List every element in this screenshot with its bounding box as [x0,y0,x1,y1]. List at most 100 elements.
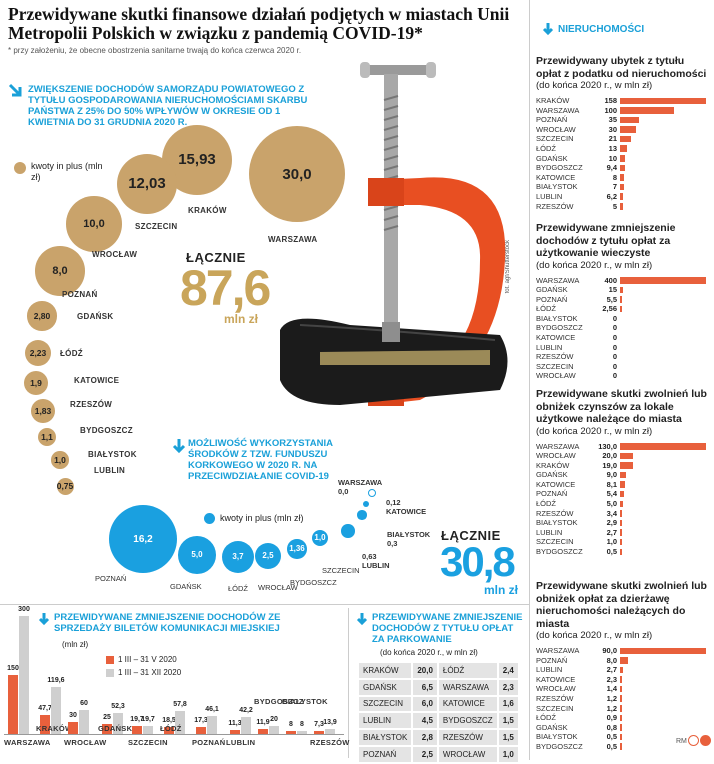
bilety-bar [79,710,89,734]
bar-row: WROCŁAW 20,0 [536,451,712,461]
bar-value: 90,0 [602,646,617,655]
korkowe-bubble-city: BIAŁYSTOK [387,530,431,539]
bar [620,519,622,527]
parking-row: POZNAŃ 2,5 WROCŁAW 1,0 [359,746,518,762]
korkowe-bubble-value: 0,3 [387,539,398,548]
bar-row: SZCZECIN 1,2 [536,704,712,714]
bar-value: 0,8 [606,722,617,732]
bar-row: BYDGOSZCZ 0,5 [536,547,712,557]
bar-value: 0,5 [606,741,617,751]
bar-value: 0 [612,313,617,323]
powiat-bubble: 1,1 [37,427,57,447]
section1-heading: ZWIĘKSZENIE DOCHODÓW SAMORZĄDU POWIATOWE… [28,84,308,128]
bilety-category: BIAŁYSTOK [282,697,328,706]
bilety-bar [207,715,217,734]
bar-value: 2,7 [606,527,617,537]
bar-category: SZCZECIN [536,537,574,547]
bar-category: ŁÓDŹ [536,304,557,314]
bar [620,193,624,200]
bar-value: 3,4 [606,508,617,518]
bar-row: BYDGOSZCZ 0 [536,323,712,333]
bar-row: KRAKÓW 19,0 [536,461,712,471]
bar-row: WARSZAWA 130,0 [536,442,712,452]
bilety-bar [325,728,335,734]
parking-table: KRAKÓW 20,0 ŁÓDŹ 2,4 GDAŃSK 6,5 WARSZAWA 2,3 SZC… [357,661,520,764]
bar-value: 0 [612,342,617,352]
bar-category: POZNAŃ [536,489,568,499]
bilety-value: 11,9 [256,719,270,727]
bar-category: RZESZÓW [536,508,574,518]
bar-value: 6,2 [606,191,617,201]
bilety-value: 11,3 [228,719,242,727]
bar-value: 5,4 [606,489,617,499]
bar-row: BIAŁYSTOK 0 [536,314,712,324]
bilety-value: 20 [270,716,278,724]
right-chart-subtitle: (do końca 2020 r., w mln zł) [536,259,653,271]
bar-value: 21 [608,134,617,144]
bar [620,538,622,546]
bar [620,529,622,536]
parking-cell: 2,8 [413,730,437,745]
powiat-bubble-label: ŁÓDŹ [60,349,83,358]
bar-row: WARSZAWA 400 [536,276,712,286]
parking-cell: 4,5 [413,713,437,729]
arrow-down-right-icon [8,83,24,99]
parking-cell: 6,5 [413,679,437,695]
bar-row: BIAŁYSTOK 2,9 [536,518,712,528]
bar-category: WARSZAWA [536,105,580,115]
korkowe-bubble-label: GDAŃSK [170,582,202,591]
bar-row: KATOWICE 8,1 [536,480,712,490]
photo-credit: fot. agf/Shutterstock [505,240,511,294]
bar [620,174,625,181]
bar-row: KRAKÓW 158 [536,96,712,106]
powiat-bubble-label: WARSZAWA [268,235,318,244]
bar-row: ŁÓDŹ 2,56 [536,304,712,314]
bar [620,666,623,674]
bar-value: 400 [604,275,617,285]
bilety-value: 42,2 [239,707,253,715]
bilety-bar [297,730,307,734]
bar-category: BIAŁYSTOK [536,182,578,192]
bar-category: SZCZECIN [536,134,574,144]
bar-category: POZNAŃ [536,115,568,125]
bar [620,510,623,517]
bar [620,97,706,104]
bar [620,705,622,712]
bar-value: 7 [612,182,617,192]
bar [620,647,706,654]
bar-category: BIAŁYSTOK [536,518,578,528]
bilety-value: 119,6 [47,676,65,684]
section2-heading: MOŻLIWOŚĆ WYKORZYSTANIA ŚRODKÓW Z TZW. F… [188,438,333,482]
bar-category: GDAŃSK [536,470,568,480]
legend-gold-dot [14,162,26,174]
korkowe-bubble: 2,5 [254,542,282,570]
bilety-category: KRAKÓW [36,724,73,733]
parking-row: GDAŃSK 6,5 WARSZAWA 2,3 [359,679,518,695]
bilety-value: 8 [300,720,304,728]
parking-cell: WARSZAWA [438,679,497,695]
bar-row: RZESZÓW 1,2 [536,694,712,704]
arrow-down-icon [542,22,554,36]
bar [620,490,624,498]
bilety-bar [8,675,18,734]
bar-category: ŁÓDŹ [536,713,557,723]
powiat-bubble: 10,0 [66,196,122,252]
korkowe-bubble [341,524,355,538]
bilety-category: BYDGOSZCZ [254,697,304,706]
right-chart-wieczyste: Przewidywane zmniejszenie dochodów z tyt… [536,222,712,381]
footer-credit: RM [676,738,687,745]
bar-value: 0,5 [606,547,617,557]
bar-row: SZCZECIN 0 [536,362,712,372]
bar-category: WROCŁAW [536,124,576,134]
bar-category: ŁÓDŹ [536,143,557,153]
bar-value: 2,9 [606,518,617,528]
bar-category: LUBLIN [536,665,563,675]
bar-value: 0 [612,323,617,333]
right-chart-czynsze: Przewidywane skutki zwolnień lub obniżek… [536,388,712,557]
powiat-bubble: 1,9 [23,370,49,396]
bilety-category: SZCZECIN [128,738,168,747]
korkowe-bubble-label: 0,63 LUBLIN [362,552,390,570]
bar [620,500,624,508]
bar [620,685,622,693]
bilety-category: GDAŃSK [98,724,133,733]
